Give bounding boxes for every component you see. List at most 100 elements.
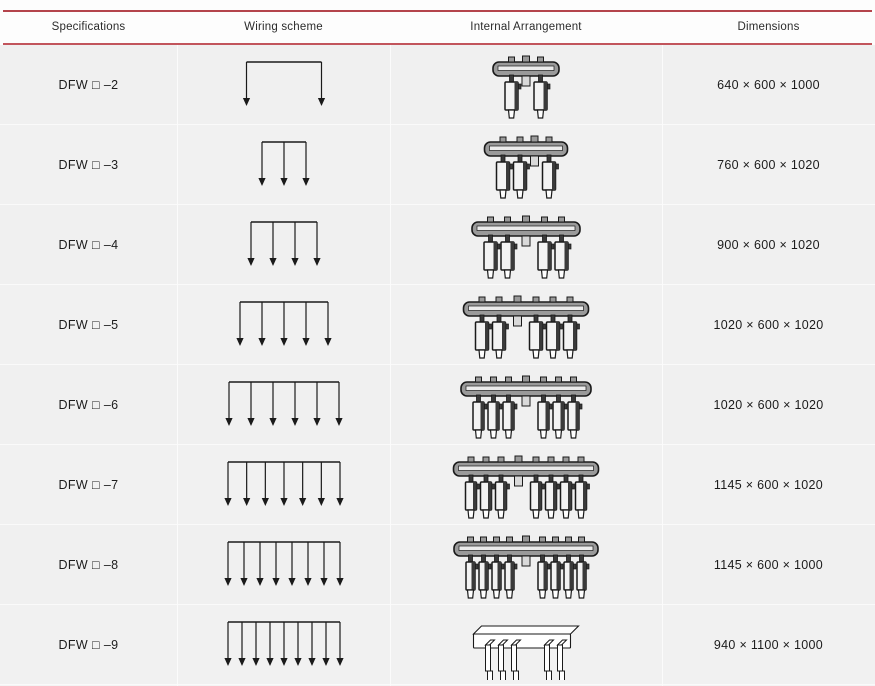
down-arrow-icon	[335, 658, 344, 666]
cell-specification: DFW □ –6	[0, 365, 177, 445]
drop-unit-terminal	[577, 509, 585, 519]
column-divider-1	[177, 45, 178, 686]
drop-unit-shadow	[473, 482, 477, 510]
drop-unit-neck	[509, 74, 514, 83]
table-body: DFW □ –2 640 × 600 × 1000 DFW □ –3 760 × 60…	[0, 45, 875, 686]
bus-stud	[532, 456, 540, 463]
drop-unit-terminal	[554, 429, 563, 439]
wiring-diagram	[224, 381, 343, 426]
drop-unit-terminal	[486, 269, 495, 279]
cell-dimensions: 1020 × 600 × 1020	[662, 365, 875, 445]
cell-specification: DFW □ –7	[0, 445, 177, 525]
table-row: DFW □ –6 1020 × 600 × 1020	[0, 365, 875, 445]
drop-unit-body	[498, 644, 504, 672]
bus-stud	[467, 456, 475, 463]
drop-unit-neck	[548, 474, 554, 483]
drop-unit-shadow	[484, 562, 488, 590]
cell-dimensions: 1020 × 600 × 1020	[662, 285, 875, 365]
drop-unit-neck	[517, 154, 523, 163]
drop-unit-terminal	[516, 189, 524, 199]
drop-unit-terminal	[532, 509, 540, 519]
drop-unit-neck	[479, 314, 485, 323]
table-row: DFW □ –8 1145 × 600 × 1000	[0, 525, 875, 605]
drop-unit-terminal	[538, 589, 547, 599]
down-arrow-icon	[319, 578, 328, 586]
drop-unit-terminal	[557, 269, 566, 279]
wiring-diagram	[257, 141, 310, 186]
drop-unit-terminal	[539, 429, 548, 439]
down-arrow-icon	[335, 498, 344, 506]
drop-unit-terminal	[551, 589, 560, 599]
bus-stud	[478, 296, 486, 303]
down-arrow-icon	[251, 658, 260, 666]
down-arrow-icon	[268, 418, 277, 426]
down-arrow-icon	[301, 338, 310, 346]
internal-arrangement-diagram	[452, 455, 600, 519]
busbar-inner-rail	[465, 385, 587, 391]
drop-unit-neck	[550, 314, 556, 323]
center-support-stud	[522, 55, 530, 63]
bus-stud	[504, 216, 511, 223]
center-support-post	[521, 555, 531, 567]
drop-unit-terminal	[547, 509, 555, 519]
bus-stud	[487, 216, 494, 223]
specification-label: DFW □ –7	[58, 478, 119, 492]
bus-stud	[499, 136, 507, 143]
drop-unit-shadow	[583, 482, 587, 510]
drop-unit-terminal	[536, 109, 545, 119]
drop-unit-shadow	[497, 562, 501, 590]
specification-label: DFW □ –9	[58, 638, 119, 652]
cell-internal-arrangement	[390, 45, 662, 125]
drop-unit-shadow	[575, 402, 579, 430]
drop-unit-neck	[546, 154, 552, 163]
bus-stud	[545, 136, 553, 143]
wiring-diagram	[246, 221, 321, 266]
drop-unit-shadow	[556, 322, 560, 350]
table-row: DFW □ –7 1145 × 600 × 1020	[0, 445, 875, 525]
drop-unit-neck	[507, 554, 512, 563]
drop-unit-neck	[533, 314, 539, 323]
drop-unit-shadow	[568, 482, 572, 510]
drop-unit-terminal	[562, 509, 570, 519]
drop-unit-body	[557, 644, 563, 672]
drop-unit-neck	[559, 234, 564, 243]
drop-unit-neck	[538, 74, 543, 83]
internal-arrangement-diagram	[460, 375, 592, 439]
drop-unit-terminal	[504, 429, 513, 439]
down-arrow-icon	[290, 258, 299, 266]
drop-unit-terminal	[546, 670, 552, 680]
down-arrow-icon	[287, 578, 296, 586]
busbar-inner-rail	[468, 305, 584, 311]
center-support-stud	[522, 215, 530, 223]
down-arrow-icon	[235, 338, 244, 346]
drop-unit-terminal	[474, 429, 483, 439]
bus-stud	[555, 376, 562, 383]
drop-unit-neck	[542, 234, 547, 243]
dimensions-label: 640 × 600 × 1000	[717, 78, 820, 92]
drop-unit-terminal	[489, 429, 498, 439]
down-arrow-icon	[317, 98, 325, 106]
cell-specification: DFW □ –9	[0, 605, 177, 685]
dimensions-label: 900 × 600 × 1020	[717, 238, 820, 252]
drop-unit-shadow	[573, 322, 577, 350]
busbar-inner-rail	[458, 465, 594, 471]
drop-unit-terminal	[505, 589, 514, 599]
drop-unit-shadow	[471, 562, 475, 590]
drop-unit-shadow	[485, 322, 489, 350]
center-support-post	[514, 475, 523, 487]
busbar-inner-rail	[476, 225, 576, 231]
bus-stud	[482, 456, 490, 463]
cell-wiring-scheme	[177, 365, 390, 445]
down-arrow-icon	[298, 498, 306, 506]
internal-arrangement-diagram	[471, 215, 581, 279]
down-arrow-icon	[279, 498, 288, 506]
drop-unit-shadow	[543, 82, 547, 110]
drop-unit-terminal	[540, 269, 549, 279]
drop-unit-neck	[505, 234, 510, 243]
drop-unit-shadow	[552, 162, 556, 190]
specification-label: DFW □ –4	[58, 238, 119, 252]
drop-unit-neck	[541, 394, 546, 403]
center-support-post	[521, 75, 531, 87]
drop-unit-shadow	[510, 562, 514, 590]
